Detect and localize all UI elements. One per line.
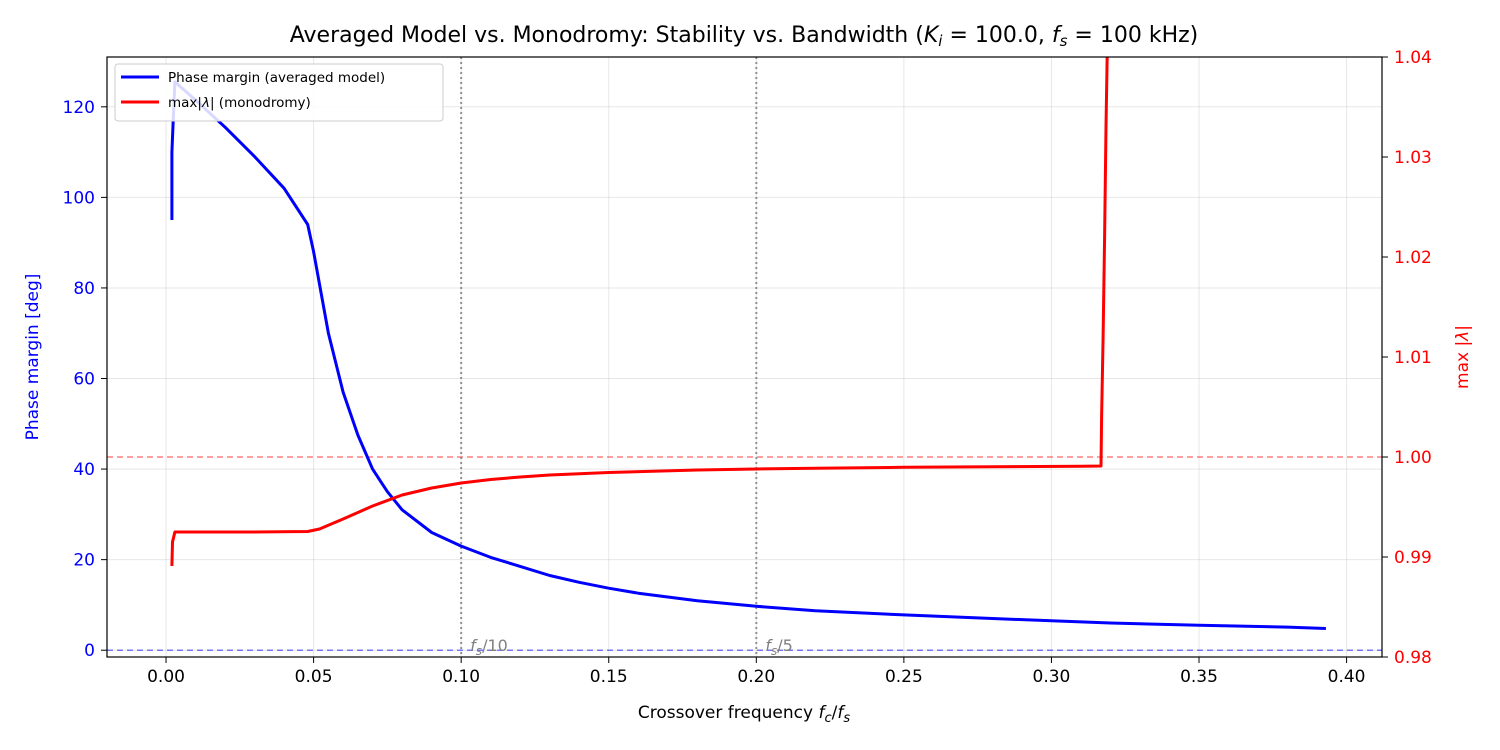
reference-lines: fs/10 fs/5 [107,57,1382,658]
legend-entry-max-lambda: max|λ| (monodromy) [168,95,311,111]
y-left-tick-label: 80 [73,279,95,299]
legend: Phase margin (averaged model) max|λ| (mo… [114,63,444,122]
y-left-tick-label: 40 [73,460,95,480]
y-left-tick-label: 100 [63,188,95,208]
series-lines [170,57,1326,630]
x-tick-label: 0.40 [1328,667,1366,687]
chart-title-params: (Ki = 100.0, fs = 100 kHz) [908,23,1198,50]
y-right-tick-label: 1.04 [1394,48,1432,68]
y-right-tick-label: 1.00 [1394,448,1432,468]
x-tick-label: 0.05 [295,667,333,687]
y-right-tick-label: 1.02 [1394,248,1432,268]
x-tick-label: 0.10 [442,667,480,687]
y-right-tick-label: 1.03 [1394,148,1432,168]
y-left-tick-label: 120 [63,98,95,118]
axes: 0.00 0.05 0.10 0.15 0.20 0.25 0.30 0.35 0.40 0 20 4… [63,48,1432,687]
chart-title: Averaged Model vs. Monodromy: Stability … [290,23,1199,50]
y-left-tick-label: 0 [84,641,95,661]
y-axis-left-label: Phase margin [deg] [23,274,43,441]
y-right-tick-label: 1.01 [1394,348,1432,368]
x-tick-label: 0.30 [1033,667,1071,687]
x-tick-label: 0.35 [1180,667,1218,687]
x-axis-label: Crossover frequency fc/fs [638,703,850,726]
x-tick-label: 0.00 [147,667,185,687]
y-right-tick-label: 0.98 [1394,648,1432,668]
max-lambda-line [170,57,1109,567]
phase-margin-line [170,80,1326,630]
y-right-tick-label: 0.99 [1394,548,1432,568]
y-left-tick-label: 20 [73,551,95,571]
vertical-reference-label: fs/10 [470,636,508,658]
chart-title-main: Averaged Model vs. Monodromy: Stability … [290,23,909,48]
x-tick-label: 0.25 [885,667,923,687]
vertical-reference-label: fs/5 [765,636,792,658]
legend-box [114,63,444,122]
x-tick-label: 0.20 [737,667,775,687]
y-left-tick-label: 60 [73,370,95,390]
y-axis-right-label: max |λ| [1453,325,1473,389]
legend-entry-phase-margin: Phase margin (averaged model) [168,70,385,86]
grid [107,57,1382,657]
plot-frame [106,56,1383,658]
x-tick-label: 0.15 [590,667,628,687]
